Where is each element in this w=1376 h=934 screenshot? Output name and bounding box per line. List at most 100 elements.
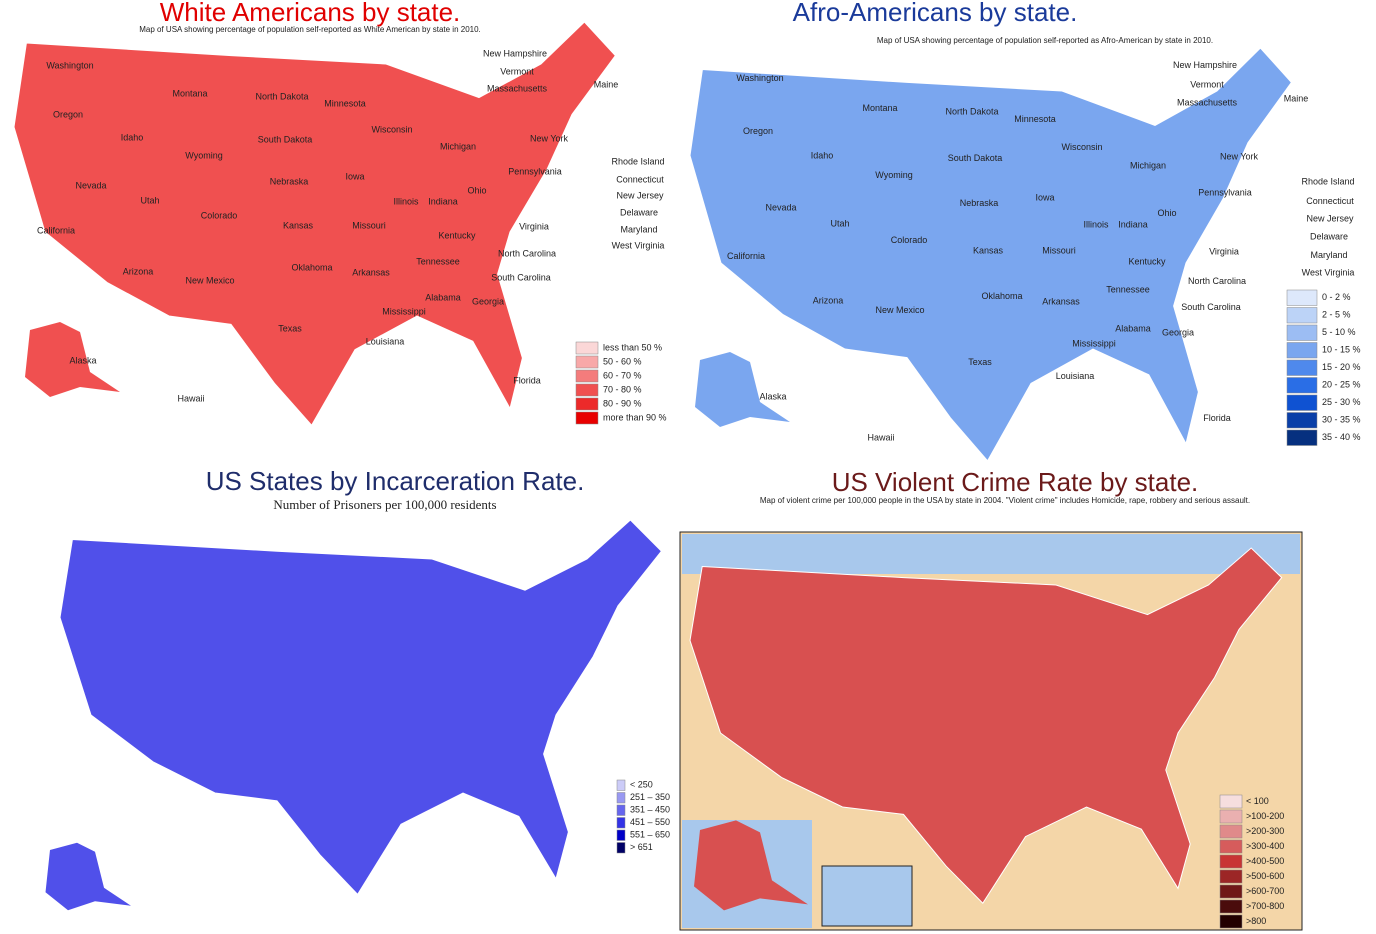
state-label: Hawaii [867, 432, 894, 442]
state-label: Maine [1284, 93, 1309, 103]
state-label: Maine [594, 79, 619, 89]
state-label: Massachusetts [1177, 98, 1238, 108]
state-label: North Carolina [1188, 276, 1246, 286]
state-label: Illinois [393, 196, 419, 206]
legend-label: 15 - 20 % [1322, 362, 1361, 372]
legend-swatch [1219, 914, 1243, 929]
state-label: Colorado [891, 235, 928, 245]
legend-swatch [1286, 429, 1318, 446]
legend-swatch [575, 383, 599, 397]
water [821, 865, 913, 927]
state-label: New Jersey [1306, 213, 1354, 223]
legend-swatch [1286, 289, 1318, 306]
alaska-map [25, 322, 120, 397]
legend-label: 351 – 450 [630, 805, 670, 815]
legend-swatch [1286, 377, 1318, 394]
state-label: Idaho [811, 151, 834, 161]
state-label: California [727, 251, 765, 261]
state-label: California [37, 225, 75, 235]
legend-swatch [1286, 324, 1318, 341]
water [682, 534, 1300, 574]
legend-swatch [1286, 342, 1318, 359]
legend-swatch [616, 842, 626, 854]
legend-label: 60 - 70 % [603, 370, 642, 380]
state-label: Alabama [1115, 323, 1151, 333]
legend-label: 5 - 10 % [1322, 327, 1356, 337]
legend-label: more than 90 % [603, 412, 667, 422]
state-label: Montana [862, 103, 897, 113]
legend-swatch [1219, 854, 1243, 869]
state-label: Missouri [1042, 246, 1076, 256]
us-map [59, 519, 663, 896]
state-label: Michigan [1130, 160, 1166, 170]
state-label: Tennessee [1106, 285, 1150, 295]
state-label: Vermont [1190, 79, 1224, 89]
state-label: Oregon [53, 109, 83, 119]
state-label: Arizona [123, 266, 154, 276]
state-label: Wisconsin [371, 124, 412, 134]
state-label: Arkansas [1042, 296, 1080, 306]
legend-swatch [1219, 809, 1243, 824]
legend-swatch [1286, 412, 1318, 429]
state-label: Colorado [201, 210, 238, 220]
state-label: Rhode Island [611, 156, 664, 166]
state-label: New York [530, 133, 569, 143]
state-label: Rhode Island [1301, 177, 1354, 187]
state-label: New York [1220, 152, 1259, 162]
state-label: North Dakota [255, 91, 308, 101]
state-label: Connecticut [1306, 196, 1354, 206]
state-label: South Carolina [1181, 302, 1241, 312]
state-label: New Mexico [875, 305, 924, 315]
legend-swatch [1219, 794, 1243, 809]
legend-label: 25 - 30 % [1322, 397, 1361, 407]
legend-swatch [1286, 359, 1318, 376]
legend-label: < 250 [630, 780, 653, 790]
state-label: Iowa [345, 171, 364, 181]
legend-label: >800 [1246, 916, 1266, 926]
state-label: Alaska [69, 355, 96, 365]
state-label: Oregon [743, 126, 773, 136]
state-label: Washington [736, 73, 783, 83]
legend-label: 451 – 550 [630, 817, 670, 827]
state-label: North Dakota [945, 106, 998, 116]
legend-swatch [616, 804, 626, 816]
state-label: Kansas [973, 246, 1004, 256]
state-label: New Hampshire [483, 48, 547, 58]
state-label: South Dakota [948, 153, 1003, 163]
alaska-map [695, 352, 790, 427]
state-label: Nevada [765, 202, 796, 212]
state-label: Pennsylvania [508, 166, 562, 176]
state-label: Texas [278, 323, 302, 333]
legend-swatch [616, 792, 626, 804]
state-label: Nebraska [270, 176, 309, 186]
legend-swatch [616, 779, 626, 791]
state-label: Oklahoma [981, 291, 1022, 301]
alaska-map [694, 820, 808, 911]
legend-label: >600-700 [1246, 886, 1284, 896]
legend-label: >700-800 [1246, 901, 1284, 911]
state-label: Virginia [1209, 247, 1239, 257]
panel-subtitle: Map of USA showing percentage of populat… [139, 25, 481, 34]
legend-label: 30 - 35 % [1322, 415, 1361, 425]
legend-swatch [575, 341, 599, 355]
legend-label: 10 - 15 % [1322, 345, 1361, 355]
state-label: Virginia [519, 221, 549, 231]
legend-swatch [1219, 839, 1243, 854]
legend-swatch [616, 817, 626, 829]
state-label: Alaska [759, 391, 786, 401]
legend-swatch [616, 829, 626, 841]
legend-swatch [1286, 307, 1318, 324]
state-label: Maryland [1310, 250, 1347, 260]
state-label: Idaho [121, 132, 144, 142]
panel-title: Afro-Americans by state. [793, 0, 1078, 27]
state-label: Maryland [620, 224, 657, 234]
legend-label: >100-200 [1246, 811, 1284, 821]
state-label: Florida [1203, 413, 1231, 423]
legend-label: 0 - 2 % [1322, 292, 1351, 302]
legend-label: > 651 [630, 842, 653, 852]
legend-swatch [1219, 869, 1243, 884]
state-label: Texas [968, 357, 992, 367]
state-label: Wisconsin [1061, 142, 1102, 152]
state-label: Utah [830, 219, 849, 229]
